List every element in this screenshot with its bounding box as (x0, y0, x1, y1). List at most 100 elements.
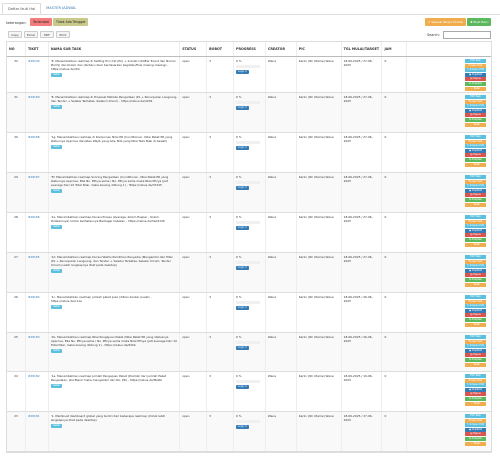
col-progress[interactable]: PROGRESS (234, 42, 266, 56)
action-button-2[interactable]: ✎ Simpan Edit (464, 68, 486, 73)
ticket-link[interactable]: #28182 (27, 374, 40, 378)
col-bobot[interactable]: BOBOT (207, 42, 235, 56)
action-button-1[interactable]: Proses Task (464, 299, 486, 304)
detail-button[interactable]: detail (50, 424, 62, 428)
action-button-3[interactable]: ▣ Duplikat (464, 387, 486, 392)
search-input[interactable] (443, 31, 491, 39)
action-button-1[interactable]: Proses Task (464, 339, 486, 344)
log-button[interactable]: Logs ↺ (236, 185, 249, 190)
col-pic[interactable]: PIC (297, 42, 342, 56)
action-button-5[interactable]: ⇄ Arsipkan (464, 277, 486, 282)
action-button-4[interactable]: ▤ Hapus (464, 113, 486, 118)
action-button-5[interactable]: ⇄ Arsipkan (464, 237, 486, 242)
action-button-1[interactable]: Proses Task (464, 99, 486, 104)
action-button-0[interactable]: Edit Task (464, 255, 486, 259)
log-button[interactable]: Logs ↺ (236, 424, 249, 429)
action-button-4[interactable]: ▤ Hapus (464, 392, 486, 397)
action-button-0[interactable]: Edit Task (464, 374, 486, 378)
action-button-4[interactable]: ▤ Hapus (464, 353, 486, 358)
action-button-6[interactable]: ✓ Batal (464, 282, 486, 287)
col-no[interactable]: NO (7, 42, 26, 56)
action-button-4[interactable]: ▤ Hapus (464, 313, 486, 318)
action-button-5[interactable]: ⇄ Arsipkan (464, 81, 486, 86)
ticket-link[interactable]: #28183 (27, 335, 40, 339)
ticket-link[interactable]: #28184 (27, 295, 40, 299)
action-button-6[interactable]: ✓ Batal (464, 242, 486, 247)
action-button-2[interactable]: ✎ Simpan Edit (464, 383, 486, 388)
log-button[interactable]: Logs ↺ (236, 265, 249, 270)
log-button[interactable]: Logs ↺ (236, 105, 249, 110)
action-button-1[interactable]: Proses Task (464, 219, 486, 224)
action-button-6[interactable]: ✓ Batal (464, 86, 486, 91)
action-button-3[interactable]: ▣ Duplikat (464, 228, 486, 233)
action-button-2[interactable]: ✎ Simpan Edit (464, 144, 486, 149)
action-button-4[interactable]: ▤ Hapus (464, 233, 486, 238)
action-button-3[interactable]: ▣ Duplikat (464, 348, 486, 353)
action-button-5[interactable]: ⇄ Arsipkan (464, 436, 486, 441)
action-button-2[interactable]: ✎ Simpan Edit (464, 184, 486, 189)
selesai-tanpa-tindak-button[interactable]: ✔ Selesai Tanpa Tindak (425, 18, 466, 26)
copy-button[interactable]: Copy (8, 31, 22, 38)
action-button-6[interactable]: ✓ Batal (464, 362, 486, 367)
action-button-2[interactable]: ✎ Simpan Edit (464, 344, 486, 349)
ticket-link[interactable]: #28185 (27, 255, 40, 259)
action-button-5[interactable]: ⇄ Arsipkan (464, 317, 486, 322)
action-button-1[interactable]: Proses Task (464, 259, 486, 264)
action-button-3[interactable]: ▣ Duplikat (464, 72, 486, 77)
action-button-2[interactable]: ✎ Simpan Edit (464, 224, 486, 229)
action-button-0[interactable]: Edit Task (464, 215, 486, 219)
action-button-4[interactable]: ▤ Hapus (464, 153, 486, 158)
action-button-4[interactable]: ▤ Hapus (464, 193, 486, 198)
col-nama-sub-task[interactable]: NAMA SUB TASK (49, 42, 181, 56)
pdf-button[interactable]: PDF (40, 31, 54, 38)
col-tiket[interactable]: TIKET (26, 42, 49, 56)
log-button[interactable]: Logs ↺ (236, 145, 249, 150)
print-button[interactable]: Print (56, 31, 70, 38)
action-button-0[interactable]: Edit Task (464, 414, 486, 418)
action-button-5[interactable]: ⇄ Arsipkan (464, 157, 486, 162)
action-button-5[interactable]: ⇄ Arsipkan (464, 197, 486, 202)
col-tgl-mulai-target[interactable]: TGL MULAI/TARGET (342, 42, 383, 56)
log-button[interactable]: Logs ↺ (236, 225, 249, 230)
ticket-link[interactable]: #28190 (27, 59, 40, 63)
action-button-6[interactable]: ✓ Batal (464, 441, 486, 446)
action-button-2[interactable]: ✎ Simpan Edit (464, 423, 486, 428)
action-button-0[interactable]: Edit Task (464, 135, 486, 139)
log-button[interactable]: Logs ↺ (236, 345, 249, 350)
action-button-3[interactable]: ▣ Duplikat (464, 268, 486, 273)
col-creator[interactable]: CREATOR (266, 42, 297, 56)
excel-button[interactable]: Excel (24, 31, 38, 38)
action-button-5[interactable]: ⇄ Arsipkan (464, 396, 486, 401)
action-button-3[interactable]: ▣ Duplikat (464, 308, 486, 313)
ticket-link[interactable]: #28188 (27, 135, 40, 139)
log-button[interactable]: Logs ↺ (236, 384, 249, 389)
action-button-3[interactable]: ▣ Duplikat (464, 108, 486, 113)
action-button-2[interactable]: ✎ Simpan Edit (464, 104, 486, 109)
action-button-0[interactable]: Edit Task (464, 175, 486, 179)
action-button-0[interactable]: Edit Task (464, 295, 486, 299)
ticket-link[interactable]: #28181 (27, 414, 40, 418)
action-button-4[interactable]: ▤ Hapus (464, 77, 486, 82)
action-button-1[interactable]: Proses Task (464, 378, 486, 383)
log-button[interactable]: Logs ↺ (236, 69, 249, 74)
action-button-6[interactable]: ✓ Batal (464, 202, 486, 207)
action-button-3[interactable]: ▣ Duplikat (464, 148, 486, 153)
action-button-2[interactable]: ✎ Simpan Edit (464, 304, 486, 309)
action-button-3[interactable]: ▣ Duplikat (464, 188, 486, 193)
ticket-link[interactable]: #28186 (27, 215, 40, 219)
ticket-link[interactable]: #28189 (27, 95, 40, 99)
action-button-1[interactable]: Proses Task (464, 139, 486, 144)
log-button[interactable]: Logs ↺ (236, 305, 249, 310)
detail-button[interactable]: detail (50, 305, 62, 309)
action-button-6[interactable]: ✓ Batal (464, 122, 486, 127)
detail-button[interactable]: detail (50, 269, 62, 273)
action-button-6[interactable]: ✓ Batal (464, 401, 486, 406)
detail-button[interactable]: detail (50, 105, 62, 109)
detail-button[interactable]: detail (50, 145, 62, 149)
action-button-6[interactable]: ✓ Batal (464, 322, 486, 327)
detail-button[interactable]: detail (50, 349, 62, 353)
action-button-5[interactable]: ⇄ Arsipkan (464, 117, 486, 122)
col-status[interactable]: STATUS (180, 42, 208, 56)
action-button-4[interactable]: ▤ Hapus (464, 432, 486, 437)
action-button-4[interactable]: ▤ Hapus (464, 273, 486, 278)
